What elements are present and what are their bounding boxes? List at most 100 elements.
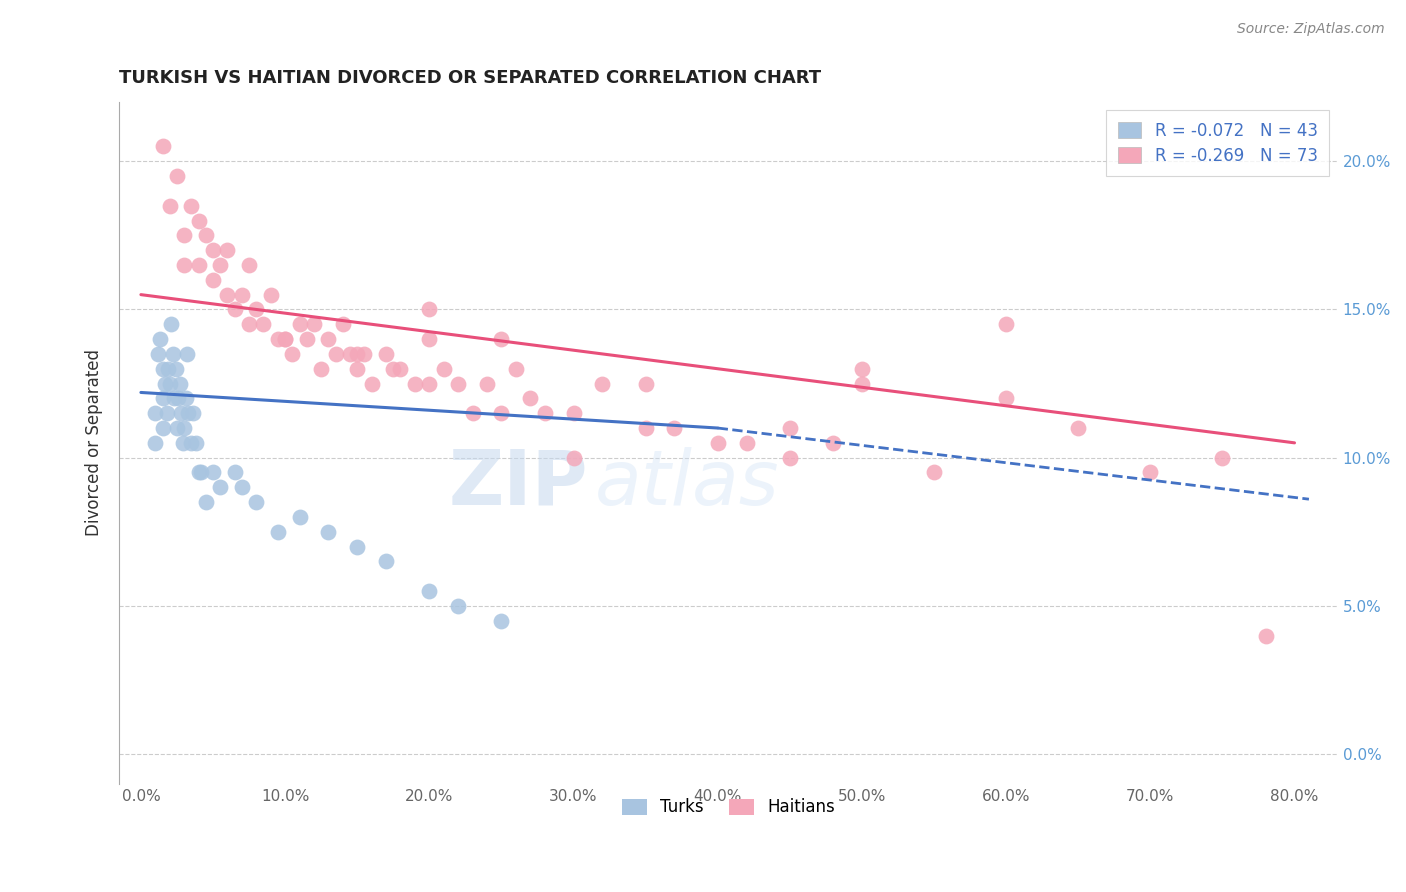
Point [173,228,195,243]
Point [779,450,801,465]
Point [360,376,382,391]
Point [252,318,274,332]
Point [167,392,190,406]
Point [418,332,440,346]
Point [152,421,174,435]
Point [418,584,440,599]
Point [318,332,340,346]
Point [224,302,246,317]
Point [143,406,166,420]
Point [288,510,311,524]
Point [190,466,212,480]
Point [295,332,318,346]
Point [267,524,290,539]
Point [851,361,873,376]
Point [169,376,191,391]
Point [163,392,186,406]
Point [519,392,541,406]
Point [187,258,209,272]
Point [325,347,347,361]
Point [995,318,1018,332]
Point [533,406,555,420]
Point [475,376,498,391]
Point [152,392,174,406]
Point [922,466,945,480]
Point [217,243,239,257]
Point [156,406,179,420]
Point [433,361,456,376]
Point [995,392,1018,406]
Point [562,450,585,465]
Point [180,435,202,450]
Point [184,435,207,450]
Point [166,421,188,435]
Point [238,318,260,332]
Point [165,361,187,376]
Point [173,421,195,435]
Text: TURKISH VS HAITIAN DIVORCED OR SEPARATED CORRELATION CHART: TURKISH VS HAITIAN DIVORCED OR SEPARATED… [120,69,821,87]
Point [309,361,332,376]
Point [851,376,873,391]
Point [224,466,246,480]
Point [332,318,354,332]
Point [159,199,181,213]
Point [245,302,267,317]
Point [634,376,657,391]
Point [418,302,440,317]
Point [149,332,172,346]
Point [177,406,200,420]
Point [318,524,340,539]
Point [346,540,368,554]
Point [170,406,193,420]
Point [274,332,297,346]
Point [779,421,801,435]
Point [447,599,470,613]
Point [245,495,267,509]
Point [162,347,184,361]
Point [664,421,686,435]
Text: ZIP: ZIP [449,447,588,521]
Point [281,347,304,361]
Point [346,361,368,376]
Point [1139,466,1161,480]
Point [176,347,198,361]
Point [274,332,297,346]
Text: Source: ZipAtlas.com: Source: ZipAtlas.com [1237,22,1385,37]
Text: atlas: atlas [595,447,779,521]
Point [735,435,758,450]
Point [194,228,217,243]
Point [382,361,405,376]
Point [1254,628,1277,642]
Point [823,435,845,450]
Point [1067,421,1090,435]
Point [155,376,177,391]
Point [217,287,239,301]
Point [288,318,311,332]
Point [187,213,209,227]
Point [152,361,174,376]
Point [339,347,361,361]
Y-axis label: Divorced or Separated: Divorced or Separated [86,350,103,536]
Point [491,614,513,628]
Point [302,318,325,332]
Point [152,139,174,153]
Point [260,287,283,301]
Point [166,169,188,183]
Point [238,258,260,272]
Point [231,480,253,494]
Point [159,376,181,391]
Point [174,392,197,406]
Point [157,361,180,376]
Point [194,495,217,509]
Point [209,480,232,494]
Point [634,421,657,435]
Point [160,318,183,332]
Point [201,273,224,287]
Point [201,243,224,257]
Point [143,435,166,450]
Point [706,435,728,450]
Point [591,376,613,391]
Point [389,361,412,376]
Point [491,406,513,420]
Legend: Turks, Haitians: Turks, Haitians [616,792,842,823]
